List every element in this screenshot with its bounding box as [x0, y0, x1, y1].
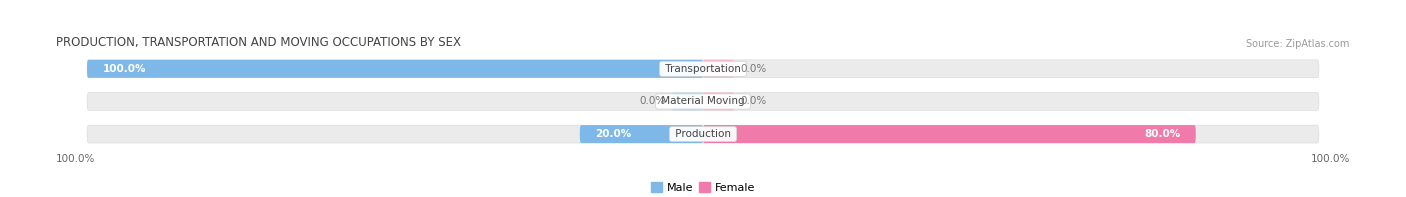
FancyBboxPatch shape	[87, 125, 1319, 143]
FancyBboxPatch shape	[703, 125, 1195, 143]
Text: 80.0%: 80.0%	[1144, 129, 1181, 139]
FancyBboxPatch shape	[579, 125, 703, 143]
FancyBboxPatch shape	[703, 92, 734, 111]
Text: Source: ZipAtlas.com: Source: ZipAtlas.com	[1246, 39, 1350, 49]
FancyBboxPatch shape	[703, 60, 734, 78]
Text: 0.0%: 0.0%	[640, 97, 666, 106]
FancyBboxPatch shape	[672, 92, 703, 111]
Text: 100.0%: 100.0%	[1310, 154, 1350, 164]
FancyBboxPatch shape	[87, 92, 1319, 111]
Legend: Male, Female: Male, Female	[647, 178, 759, 197]
FancyBboxPatch shape	[87, 60, 1319, 78]
Text: Production: Production	[672, 129, 734, 139]
Text: Transportation: Transportation	[662, 64, 744, 74]
Text: 100.0%: 100.0%	[56, 154, 96, 164]
Text: 100.0%: 100.0%	[103, 64, 146, 74]
FancyBboxPatch shape	[87, 60, 703, 78]
Text: 0.0%: 0.0%	[740, 97, 766, 106]
Text: 0.0%: 0.0%	[740, 64, 766, 74]
Text: PRODUCTION, TRANSPORTATION AND MOVING OCCUPATIONS BY SEX: PRODUCTION, TRANSPORTATION AND MOVING OC…	[56, 36, 461, 49]
Text: Material Moving: Material Moving	[658, 97, 748, 106]
Text: 20.0%: 20.0%	[595, 129, 631, 139]
